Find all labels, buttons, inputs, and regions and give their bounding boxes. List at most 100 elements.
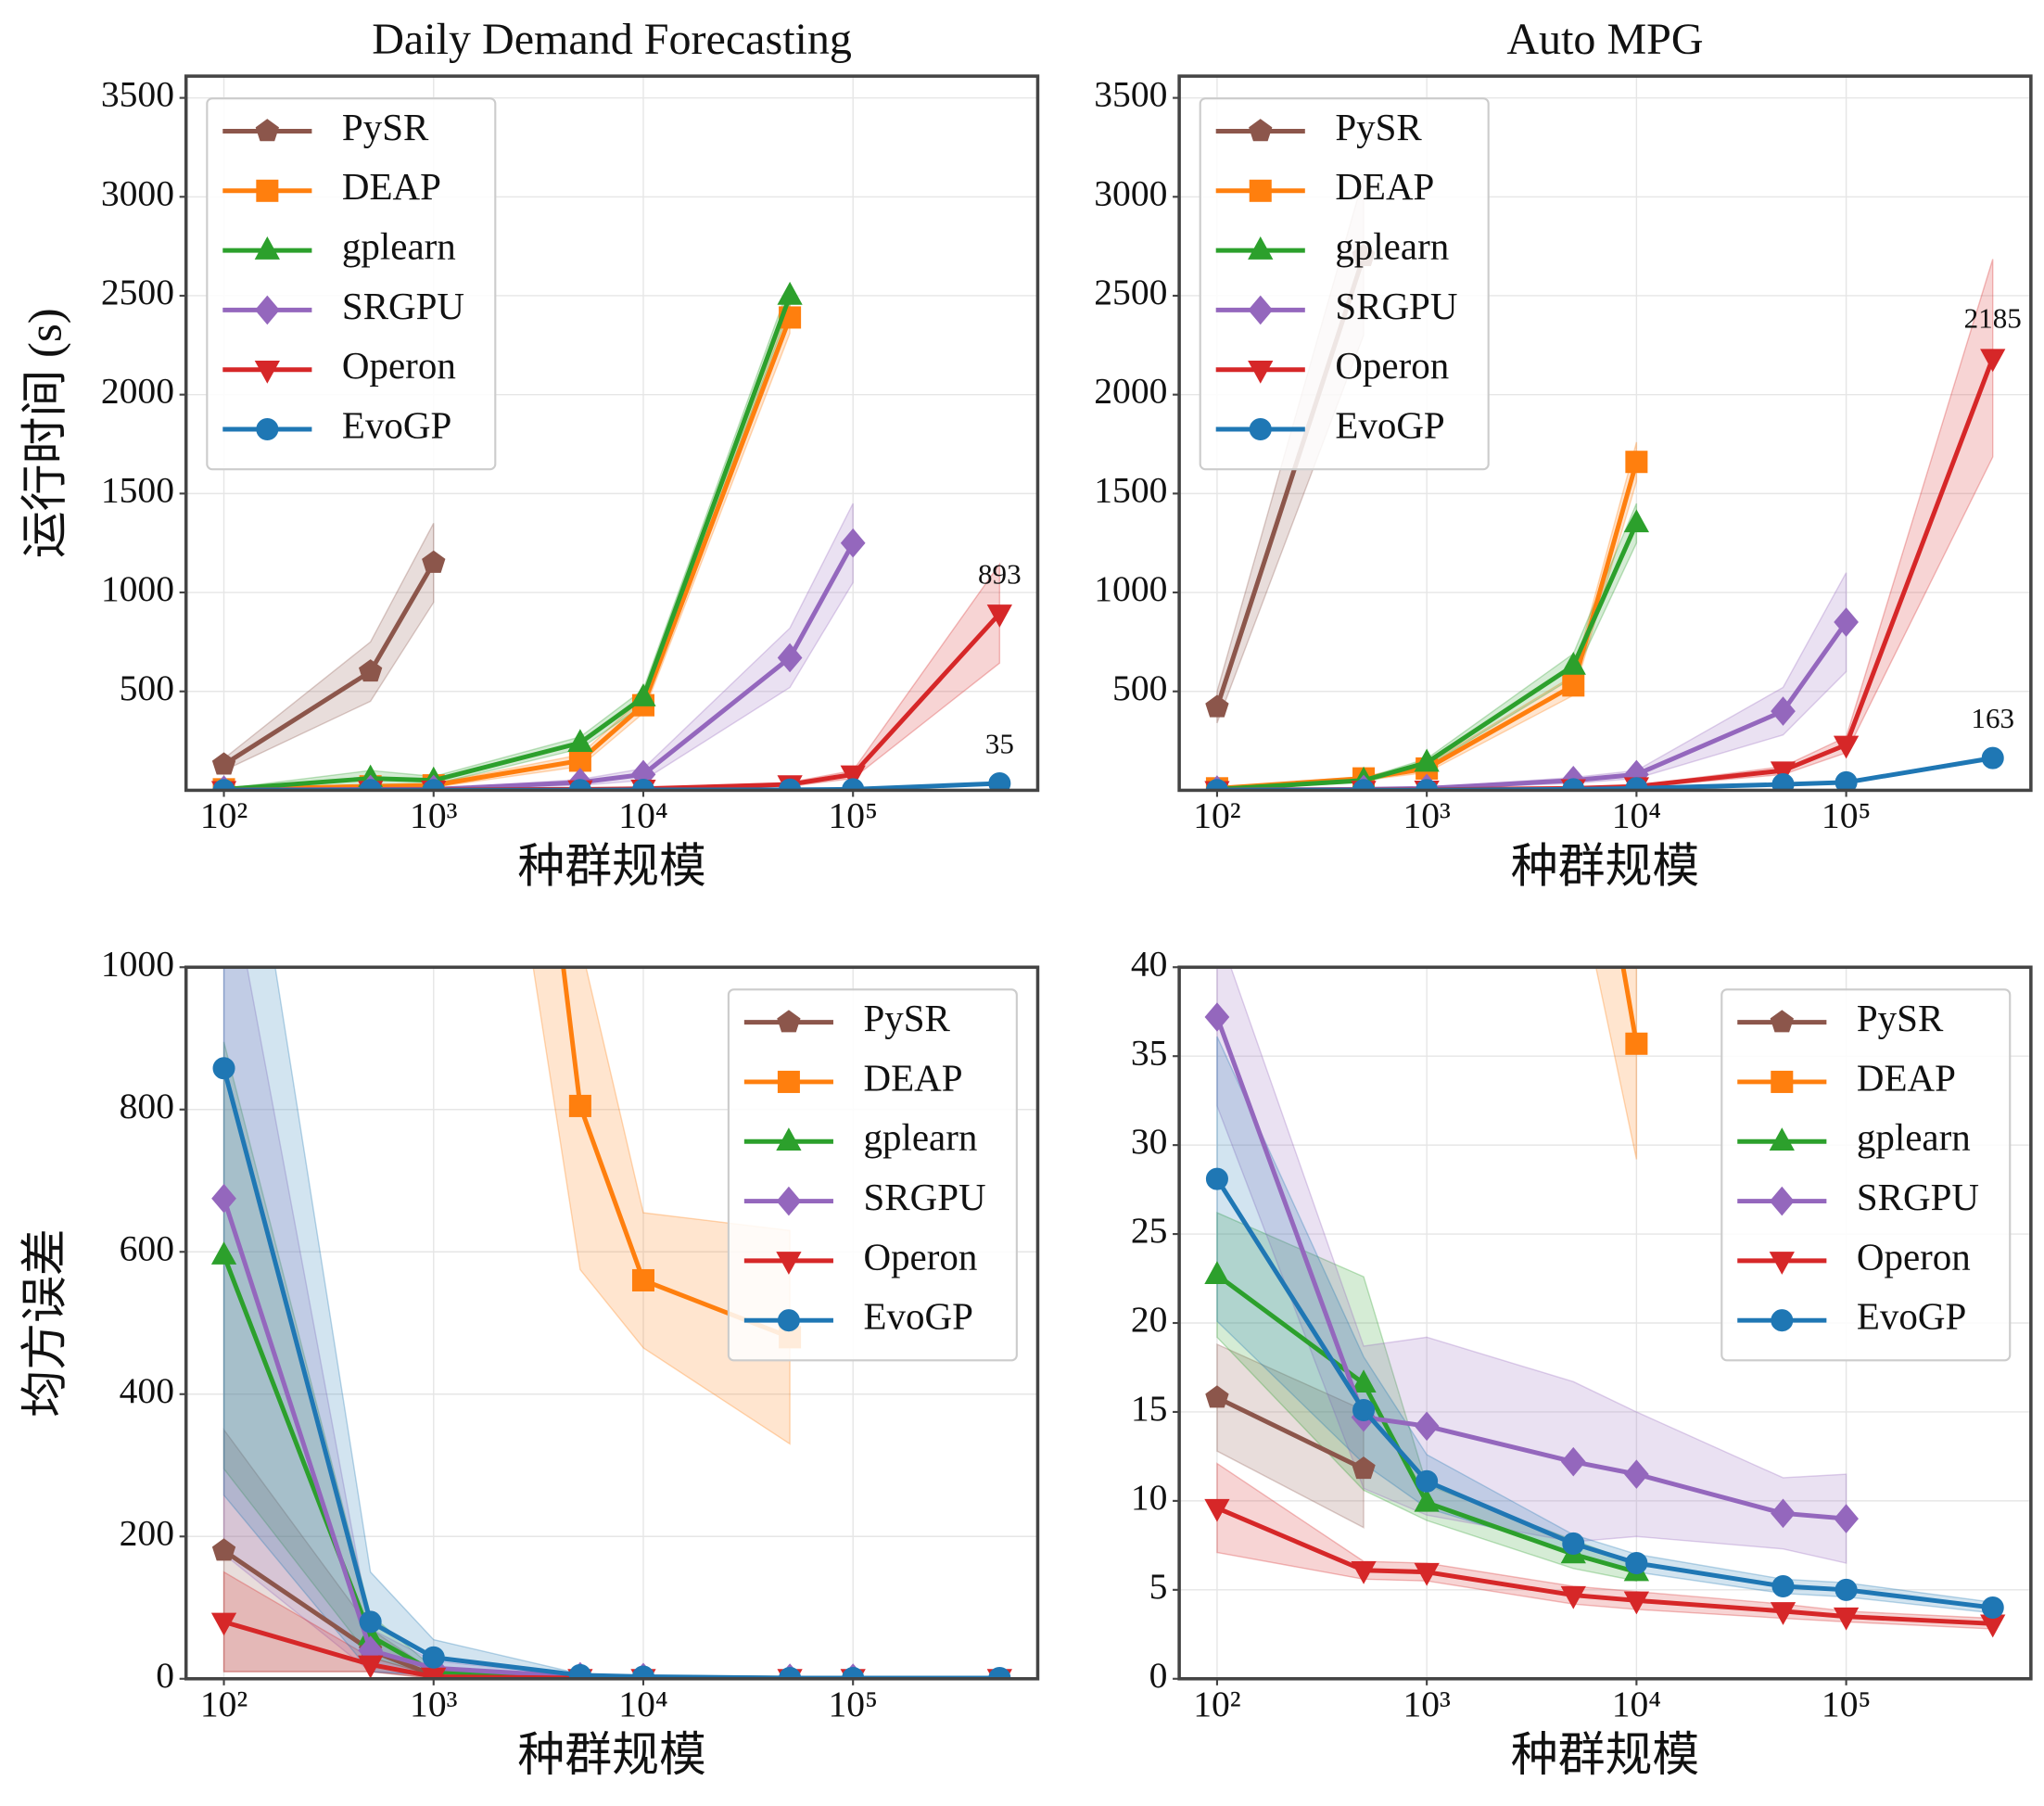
data-point [1205,1385,1229,1408]
data-label: 35 [985,728,1014,760]
y-tick-label: 0 [156,1655,174,1696]
data-point [210,1612,237,1636]
data-point [1771,1498,1796,1529]
y-tick-label: 800 [120,1086,174,1126]
data-point [1980,349,2006,373]
y-tick-label: 0 [1149,1655,1168,1696]
axes-frame [184,965,1040,1681]
data-point [630,683,656,706]
y-tick-label: 40 [1131,943,1168,984]
data-point [1204,1498,1230,1522]
data-point [988,771,1011,791]
x-axis-label: 种群规模 [1511,1730,1700,1782]
legend-label: Operon [1335,344,1449,387]
data-point [631,1268,654,1291]
data-point [359,1610,382,1634]
data-point [1204,1002,1230,1032]
data-point [422,550,446,573]
data-point [1562,1532,1585,1555]
y-tick-label: 400 [120,1370,174,1411]
data-point [1835,770,1858,791]
y-axis-label: 均方误差 [19,1228,71,1418]
data-point [567,729,593,752]
legend-label: EvoGP [342,403,451,446]
x-tick-label: 10³ [1403,795,1451,836]
y-tick-label: 1000 [101,568,174,609]
legend-marker [1249,179,1272,202]
data-point [1352,1399,1376,1422]
data-point [422,1646,445,1669]
y-tick-label: 1500 [101,469,174,510]
y-tick-label: 2000 [1094,371,1167,412]
legend-label: DEAP [1857,1056,1956,1099]
error-band [1216,1342,1365,1529]
y-tick-label: 1000 [1094,568,1167,609]
series-line [1620,967,1639,1045]
data-point [1833,1607,1860,1631]
x-tick-label: 10³ [1403,1684,1451,1724]
legend-marker [776,1186,802,1216]
data-point [1623,509,1650,533]
series-line [223,316,793,791]
chart-title: Daily Demand Forecasting [372,15,852,64]
error-band [532,967,791,1445]
y-tick-label: 3500 [101,74,174,115]
error-band [222,502,854,791]
y-tick-label: 2500 [101,272,174,312]
y-tick-label: 3500 [1094,74,1167,115]
data-point [1414,748,1440,772]
data-point [1560,1585,1586,1609]
data-point [1771,696,1796,726]
data-point [1833,735,1860,759]
x-axis-label: 种群规模 [1511,842,1700,894]
series-line [223,295,793,791]
error-band [1216,572,1847,791]
y-tick-label: 35 [1131,1032,1168,1073]
x-tick-label: 10⁵ [829,795,878,836]
legend-marker [255,119,280,142]
series-line [1215,1395,1365,1471]
data-point [1205,694,1229,718]
data-point [1623,1591,1650,1615]
legend-label: gplearn [1335,225,1449,268]
data-point [1414,1488,1440,1512]
y-tick-label: 15 [1131,1388,1168,1429]
y-tick-label: 3000 [101,172,174,213]
x-tick-label: 10⁴ [618,1684,667,1724]
legend-marker [1770,1010,1794,1033]
data-point [1835,1578,1858,1601]
legend: PySR DEAP gplearn SRGPU Operon EvoGP [1720,988,2012,1362]
legend-marker [256,179,279,202]
legend: PySR DEAP gplearn SRGPU Operon EvoGP [1199,97,1490,471]
data-point [986,604,1012,628]
x-tick-label: 10² [200,795,248,836]
legend-label: SRGPU [1335,285,1457,327]
data-point [1414,1411,1440,1442]
y-tick-label: 2500 [1094,272,1167,312]
legend-marker [777,1309,800,1332]
legend-label: EvoGP [1335,403,1444,446]
legend-marker [776,1252,802,1275]
legend-marker [1249,119,1273,142]
legend: PySR DEAP gplearn SRGPU Operon EvoGP [206,97,497,471]
legend-marker [254,295,280,325]
data-point [840,528,866,558]
legend-label: SRGPU [1857,1176,1979,1218]
data-point [1771,1574,1795,1598]
error-band [1216,967,1847,1564]
legend-marker [256,418,279,441]
y-tick-label: 5 [1149,1566,1168,1607]
legend-label: Operon [1857,1235,1971,1278]
data-point [1834,607,1859,637]
legend-marker [777,1070,800,1093]
data-point [1560,651,1586,675]
x-tick-label: 10⁴ [1612,795,1661,836]
axes-frame [1177,74,2033,793]
data-point [1351,1369,1377,1393]
data-point [1834,1504,1859,1533]
y-tick-label: 500 [120,668,174,708]
data-point [212,1057,235,1080]
data-point [1414,1562,1440,1586]
data-point [840,765,866,789]
